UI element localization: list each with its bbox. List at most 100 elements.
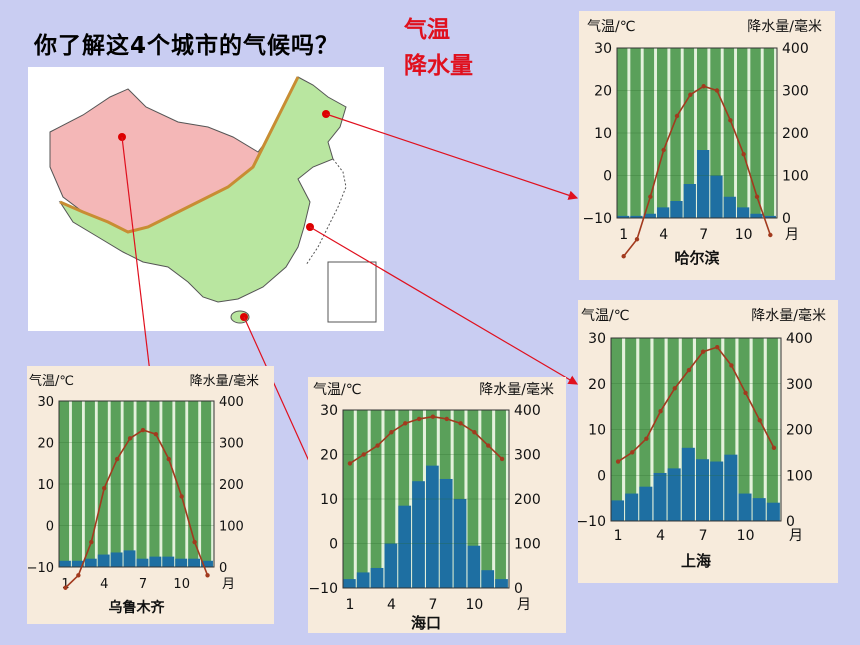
x-unit-label: 月: [517, 597, 531, 613]
left-tick-label: 20: [588, 377, 606, 393]
x-tick-label: 10: [466, 597, 484, 613]
precip-bar: [752, 498, 766, 521]
right-tick-label: 400: [219, 395, 244, 410]
temperature-point: [499, 456, 505, 462]
precip-bar: [71, 560, 84, 567]
precip-bar: [750, 213, 763, 218]
temperature-point: [444, 416, 449, 422]
x-tick-label: 7: [139, 577, 147, 592]
precip-bar: [710, 175, 723, 218]
left-tick-label: −10: [27, 561, 54, 576]
temperature-point: [89, 539, 94, 545]
left-tick-label: 10: [320, 492, 338, 508]
temperature-point: [615, 459, 621, 464]
precip-bar: [653, 472, 667, 521]
right-tick-label: 200: [786, 423, 813, 439]
precip-bar: [398, 505, 412, 588]
left-tick-label: 10: [588, 423, 606, 439]
precip-bar: [370, 567, 384, 588]
right-tick-label: 0: [786, 514, 795, 530]
x-tick-label: 4: [659, 227, 668, 243]
temperature-point: [140, 427, 146, 433]
left-tick-label: 0: [46, 520, 54, 535]
temperature-point: [757, 418, 762, 423]
precip-bar: [97, 554, 110, 567]
x-unit-label: 月: [222, 577, 235, 592]
precip-bar: [681, 447, 695, 521]
right-tick-label: 0: [514, 581, 523, 597]
precip-bar: [162, 556, 175, 567]
arrow-to-harbin: [325, 113, 579, 200]
precip-bar: [737, 207, 750, 218]
temperature-point: [644, 436, 649, 441]
left-axis-label: 气温/℃: [29, 373, 74, 389]
china-map: [28, 67, 384, 331]
temperature-point: [205, 573, 210, 578]
x-tick-label: 7: [699, 227, 708, 243]
temperature-point: [714, 88, 720, 93]
precip-bar: [625, 493, 639, 521]
left-tick-label: 30: [320, 403, 338, 419]
right-tick-label: 200: [219, 478, 244, 493]
temperature-point: [472, 430, 477, 435]
right-tick-label: 300: [782, 84, 809, 100]
right-tick-label: 100: [219, 520, 244, 535]
page-question: 你了解这4个城市的气候吗？: [34, 33, 340, 59]
precip-bar: [495, 579, 508, 588]
left-tick-label: 20: [37, 437, 54, 452]
x-tick-label: 1: [614, 528, 623, 544]
precip-bar: [149, 556, 162, 567]
temperature-line: [64, 429, 209, 589]
right-tick-label: 0: [782, 211, 791, 227]
left-tick-label: 20: [320, 448, 338, 464]
map-boundary-line: [59, 76, 300, 234]
right-tick-label: 300: [514, 448, 541, 464]
precip-bar: [724, 454, 738, 521]
temperature-point: [630, 450, 635, 455]
x-tick-label: 10: [173, 577, 190, 592]
left-axis-label: 气温/℃: [581, 308, 629, 324]
precip-bar: [696, 459, 710, 521]
temperature-point: [700, 349, 706, 354]
temperature-point: [179, 494, 184, 499]
left-tick-label: 0: [329, 537, 338, 553]
precip-bar: [617, 215, 630, 218]
left-tick-label: −10: [582, 211, 612, 227]
temperature-point: [768, 232, 773, 238]
precip-bar: [738, 493, 752, 521]
x-tick-label: 10: [735, 227, 753, 243]
map-inset-box: [327, 261, 377, 323]
right-tick-label: 0: [219, 561, 227, 576]
right-axis-label: 降水量/毫米: [479, 381, 554, 398]
right-tick-label: 400: [782, 41, 809, 57]
precip-bar: [123, 550, 136, 567]
arrow-to-shanghai: [309, 226, 579, 385]
chart-panel-urumqi: 气温/℃ 降水量/毫米 30 20 10 0 −10 400 300 200 100 0 1 4 7 10 月乌…: [27, 366, 274, 624]
left-tick-label: 10: [37, 478, 54, 493]
x-tick-label: 10: [737, 528, 755, 544]
legend-temperature: 气温: [404, 17, 450, 43]
right-axis-label: 降水量/毫米: [190, 373, 259, 389]
temperature-point: [688, 92, 693, 97]
temperature-point: [361, 452, 366, 457]
precip-bar: [426, 465, 439, 588]
temperature-point: [389, 430, 394, 435]
left-tick-label: 20: [594, 84, 612, 100]
right-tick-label: 200: [514, 492, 541, 508]
temperature-point: [347, 461, 353, 466]
precip-bar: [683, 184, 696, 218]
temperature-point: [741, 152, 746, 157]
temperature-point: [76, 573, 81, 578]
temperature-point: [102, 485, 107, 491]
precip-bar: [136, 558, 149, 567]
left-tick-label: 0: [597, 468, 606, 484]
x-tick-label: 1: [619, 227, 628, 243]
precip-bar: [467, 545, 481, 588]
city-name: 哈尔滨: [674, 249, 719, 267]
precip-bar: [412, 481, 425, 588]
temperature-point: [458, 421, 463, 426]
city-name: 海口: [411, 614, 441, 632]
plot-frame: [58, 400, 215, 568]
temperature-point: [192, 539, 197, 545]
